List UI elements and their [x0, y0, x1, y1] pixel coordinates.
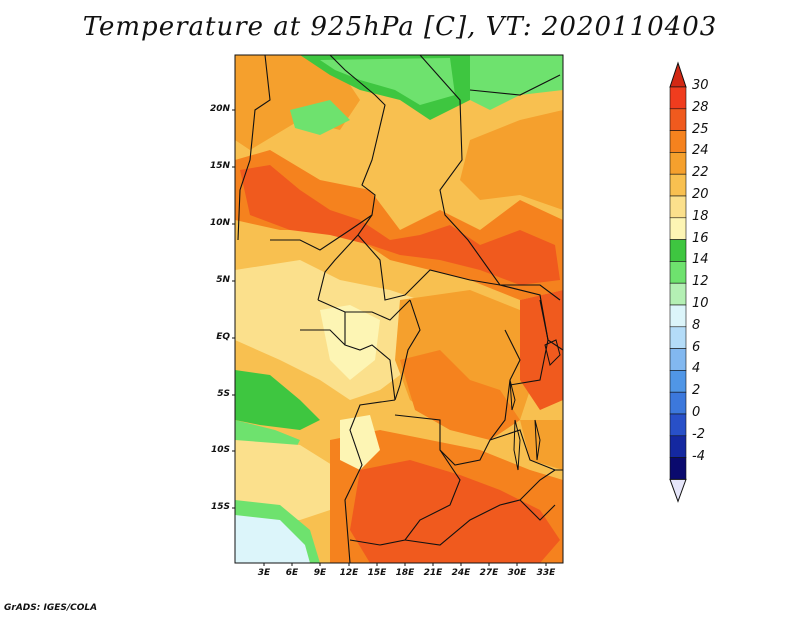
- x-tick-label: 6E: [285, 568, 299, 578]
- x-tick-label: 33E: [536, 568, 556, 578]
- y-tick-label: 10N: [209, 218, 230, 228]
- colorbar-segment: [669, 391, 687, 415]
- country-borders: [237, 55, 563, 563]
- x-tick-label: 9E: [313, 568, 327, 578]
- colorbar-label: 22: [692, 165, 709, 181]
- field-sahel-core: [240, 165, 560, 285]
- field-southeast-warm: [520, 420, 563, 470]
- colorbar-label: 16: [692, 230, 709, 246]
- y-tick-label: EQ: [216, 332, 230, 342]
- colorbar-label: 4: [692, 361, 701, 377]
- colorbar-segment: [669, 435, 687, 458]
- chart-title: Temperature at 925hPa [C], VT: 202011040…: [82, 12, 718, 42]
- colorbar-label: 18: [692, 208, 709, 224]
- x-tick-label: 12E: [339, 568, 359, 578]
- y-tick-label: 10S: [210, 445, 230, 455]
- colorbar-segment: [669, 130, 687, 153]
- x-tick-label: 3E: [257, 568, 271, 578]
- colorbar-segment: [669, 457, 687, 480]
- x-tick-label: 15E: [367, 568, 387, 578]
- lake-outlines: [509, 339, 561, 471]
- x-tick-label: 18E: [395, 568, 415, 578]
- colorbar-bottom-arrow: [669, 478, 687, 503]
- field-east-hot: [520, 290, 563, 410]
- colorbar-label: 25: [692, 121, 709, 137]
- colorbar-segment: [669, 282, 687, 306]
- field-south-hot: [350, 460, 560, 563]
- colorbar-segment: [669, 261, 687, 284]
- colorbar-label: 30: [692, 78, 709, 93]
- field-congo-warm: [400, 350, 520, 440]
- colorbar-label: -4: [692, 448, 705, 464]
- colorbar-label: 28: [692, 99, 709, 115]
- x-tick-label: 30E: [507, 568, 527, 578]
- colorbar-top-arrow: [669, 61, 687, 88]
- colorbar: [669, 61, 687, 503]
- colorbar-segment: [669, 152, 687, 175]
- y-tick-label: 5S: [217, 389, 230, 399]
- colorbar-label: 12: [692, 274, 709, 290]
- colorbar-label: -2: [692, 426, 705, 442]
- colorbar-label: 2: [692, 383, 701, 399]
- field-east-warm: [460, 110, 563, 210]
- y-tick-label: 15N: [209, 161, 230, 171]
- colorbar-label: 24: [692, 143, 709, 159]
- field-sw-green: [235, 370, 320, 430]
- x-tick-label: 27E: [479, 568, 499, 578]
- field-north-lightgreen: [320, 58, 455, 105]
- y-tick-label: 15S: [210, 502, 230, 512]
- field-northeast-green: [470, 55, 563, 110]
- field-central-pale: [320, 305, 380, 380]
- colorbar-segment: [669, 304, 687, 328]
- colorbar-label: 10: [692, 296, 709, 311]
- colorbar-segment: [669, 239, 687, 262]
- colorbar-label: 14: [692, 252, 709, 268]
- colorbar-segment: [669, 348, 687, 371]
- colorbar-segment: [669, 326, 687, 349]
- colorbar-segment: [669, 173, 687, 197]
- colorbar-segment: [669, 86, 687, 110]
- map-frame: [234, 54, 564, 564]
- x-tick-label: 24E: [451, 568, 471, 578]
- colorbar-segment: [669, 370, 687, 393]
- colorbar-label: 0: [692, 405, 701, 420]
- colorbar-label: 6: [692, 339, 701, 355]
- colorbar-label: 20: [692, 187, 709, 202]
- colorbar-label: 8: [692, 317, 701, 333]
- field-nw-green: [290, 100, 350, 135]
- field-sw-yellow: [235, 440, 340, 520]
- field-sw-cyan: [235, 515, 310, 563]
- colorbar-segment: [669, 108, 687, 131]
- credit-text: GrADS: IGES/COLA: [4, 603, 98, 613]
- colorbar-segment: [669, 217, 687, 240]
- colorbar-segment: [669, 413, 687, 437]
- y-tick-label: 20N: [209, 104, 230, 114]
- x-tick-label: 21E: [423, 568, 443, 578]
- colorbar-segment: [669, 195, 687, 219]
- y-tick-label: 5N: [216, 275, 230, 285]
